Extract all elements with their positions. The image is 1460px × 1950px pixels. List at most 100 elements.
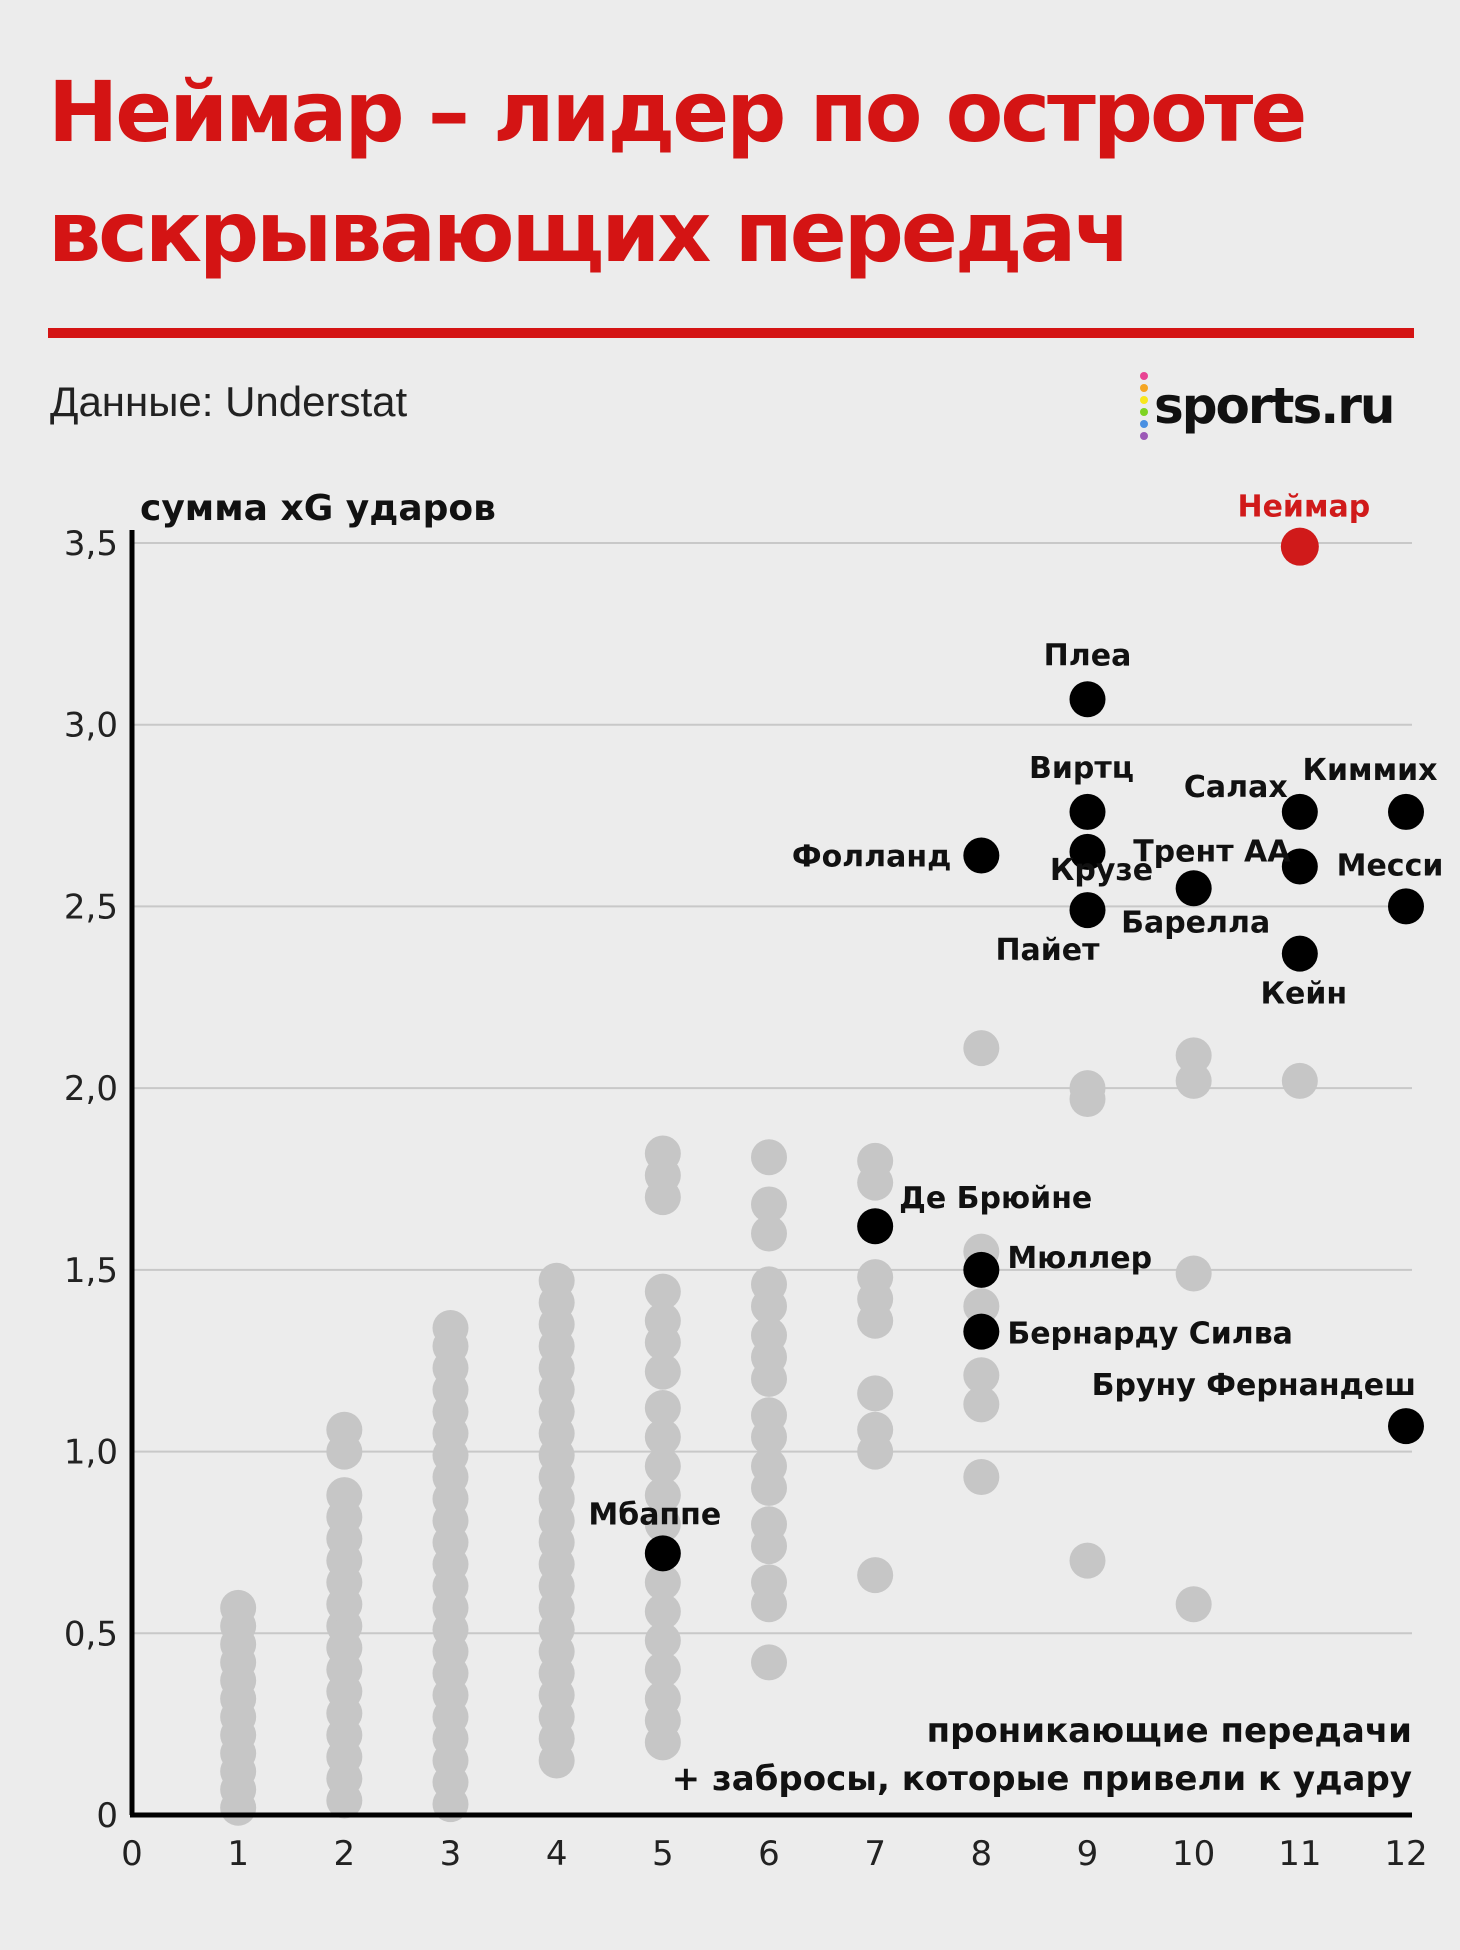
labeled-points bbox=[644, 527, 1424, 1572]
x-tick-label: 8 bbox=[971, 1834, 993, 1874]
point-labels: Плеа Виртц Крузе Пайет Фолланд Салах Трент АА К… bbox=[588, 490, 1443, 1533]
background-point bbox=[751, 1266, 787, 1303]
x-tick-label: 11 bbox=[1278, 1834, 1321, 1874]
background-point bbox=[644, 1135, 681, 1172]
point-label: Бруну Фернандеш bbox=[1092, 1368, 1416, 1403]
source-credit: Данные: Understat bbox=[50, 378, 408, 425]
logo-dot-1 bbox=[1140, 384, 1148, 392]
x-tick-label: 6 bbox=[758, 1834, 780, 1874]
background-point bbox=[220, 1589, 257, 1626]
labeled-point bbox=[963, 1251, 1000, 1288]
background-points bbox=[220, 1030, 1318, 1826]
labeled-point bbox=[1069, 833, 1106, 870]
labeled-point bbox=[857, 1208, 894, 1245]
highlight-label: Неймар bbox=[1237, 490, 1370, 525]
background-point bbox=[857, 1375, 894, 1412]
background-point bbox=[326, 1411, 363, 1448]
y-tick-label: 2,5 bbox=[64, 887, 118, 927]
y-tick-label: 1,0 bbox=[64, 1433, 118, 1473]
y-tick-label: 2,0 bbox=[64, 1069, 118, 1109]
logo-dot-3 bbox=[1140, 408, 1148, 416]
background-point bbox=[963, 1288, 1000, 1325]
point-label: Виртц bbox=[1029, 751, 1134, 786]
background-point bbox=[326, 1477, 363, 1514]
logo-text: sports.ru bbox=[1154, 377, 1395, 435]
background-point bbox=[751, 1317, 787, 1354]
background-point bbox=[1175, 1037, 1212, 1074]
background-point bbox=[1175, 1586, 1212, 1623]
background-point bbox=[432, 1310, 469, 1347]
labeled-point bbox=[963, 1313, 1000, 1350]
y-axis-title: сумма xG ударов bbox=[140, 488, 496, 529]
logo-dot-4 bbox=[1140, 420, 1148, 428]
axes bbox=[129, 530, 1412, 1818]
background-point bbox=[644, 1564, 681, 1601]
highlight-point bbox=[1280, 527, 1319, 566]
background-point bbox=[751, 1644, 787, 1681]
x-tick-label: 0 bbox=[121, 1834, 143, 1874]
background-point bbox=[751, 1506, 787, 1543]
background-point bbox=[751, 1564, 787, 1601]
background-point bbox=[644, 1506, 681, 1543]
background-point bbox=[751, 1139, 787, 1176]
logo-dot-5 bbox=[1140, 432, 1148, 440]
sports-ru-logo: sports.ru bbox=[1140, 372, 1395, 440]
x-tick-label: 5 bbox=[652, 1834, 674, 1874]
y-tick-label: 3,5 bbox=[64, 524, 118, 564]
background-point bbox=[857, 1142, 894, 1179]
background-point bbox=[644, 1302, 681, 1339]
title-underline bbox=[48, 328, 1414, 338]
x-tick-label: 9 bbox=[1077, 1834, 1099, 1874]
y-tick-label: 1,5 bbox=[64, 1251, 118, 1291]
scatter-chart: 00,51,01,52,02,53,03,5 0 1 2 3 4 5 6 7 8 9 10 11 12 … bbox=[64, 488, 1443, 1874]
point-label: Крузе bbox=[1050, 853, 1153, 888]
x-tick-label: 1 bbox=[227, 1834, 249, 1874]
labeled-point bbox=[963, 837, 1000, 874]
background-point bbox=[1175, 1062, 1212, 1099]
background-point bbox=[751, 1215, 787, 1252]
point-label: Плеа bbox=[1044, 638, 1132, 673]
background-point bbox=[644, 1622, 681, 1659]
background-point bbox=[644, 1477, 681, 1514]
background-point bbox=[1281, 1062, 1318, 1099]
point-label: Пайет bbox=[995, 933, 1100, 968]
page-title: Неймар – лидер по остроте вскрывающих пе… bbox=[48, 63, 1307, 281]
labeled-point bbox=[1388, 1408, 1424, 1445]
x-tick-labels: 0 1 2 3 4 5 6 7 8 9 10 11 12 bbox=[121, 1834, 1427, 1874]
background-point bbox=[1069, 1542, 1106, 1579]
labeled-point bbox=[1281, 935, 1318, 972]
labeled-point bbox=[1069, 681, 1106, 718]
background-point bbox=[644, 1593, 681, 1630]
x-tick-label: 2 bbox=[334, 1834, 356, 1874]
background-point bbox=[644, 1353, 681, 1390]
labeled-point bbox=[1388, 793, 1424, 830]
point-label: Кейн bbox=[1261, 977, 1348, 1012]
background-point bbox=[644, 1680, 681, 1717]
background-point bbox=[644, 1389, 681, 1426]
background-point bbox=[644, 1273, 681, 1310]
x-axis-title-line-2: + забросы, которые привели к удару bbox=[672, 1759, 1412, 1799]
point-label: Трент АА bbox=[1133, 834, 1291, 869]
background-point bbox=[751, 1397, 787, 1434]
background-point bbox=[644, 1448, 681, 1485]
background-point bbox=[538, 1262, 575, 1299]
point-label: Де Брюйне bbox=[899, 1181, 1092, 1216]
labeled-point bbox=[1281, 793, 1318, 830]
y-tick-labels: 0 0,5 1,0 1,5 2,0 2,5 3,0 3,5 bbox=[64, 524, 118, 1836]
point-label: Фолланд bbox=[792, 840, 952, 875]
point-label: Мбаппе bbox=[588, 1497, 721, 1532]
logo-dots-icon bbox=[1140, 370, 1148, 442]
logo-dot-2 bbox=[1140, 396, 1148, 404]
x-tick-label: 4 bbox=[546, 1834, 568, 1874]
background-point bbox=[963, 1357, 1000, 1394]
point-label: Барелла bbox=[1121, 905, 1270, 940]
x-tick-label: 10 bbox=[1172, 1834, 1215, 1874]
x-tick-label: 7 bbox=[864, 1834, 886, 1874]
labeled-point bbox=[1175, 870, 1212, 907]
background-point bbox=[751, 1186, 787, 1223]
background-point bbox=[857, 1259, 894, 1296]
y-tick-label: 3,0 bbox=[64, 706, 118, 746]
point-label: Мюллер bbox=[1007, 1241, 1152, 1276]
labeled-point bbox=[1388, 888, 1424, 925]
labeled-point bbox=[1069, 892, 1106, 929]
